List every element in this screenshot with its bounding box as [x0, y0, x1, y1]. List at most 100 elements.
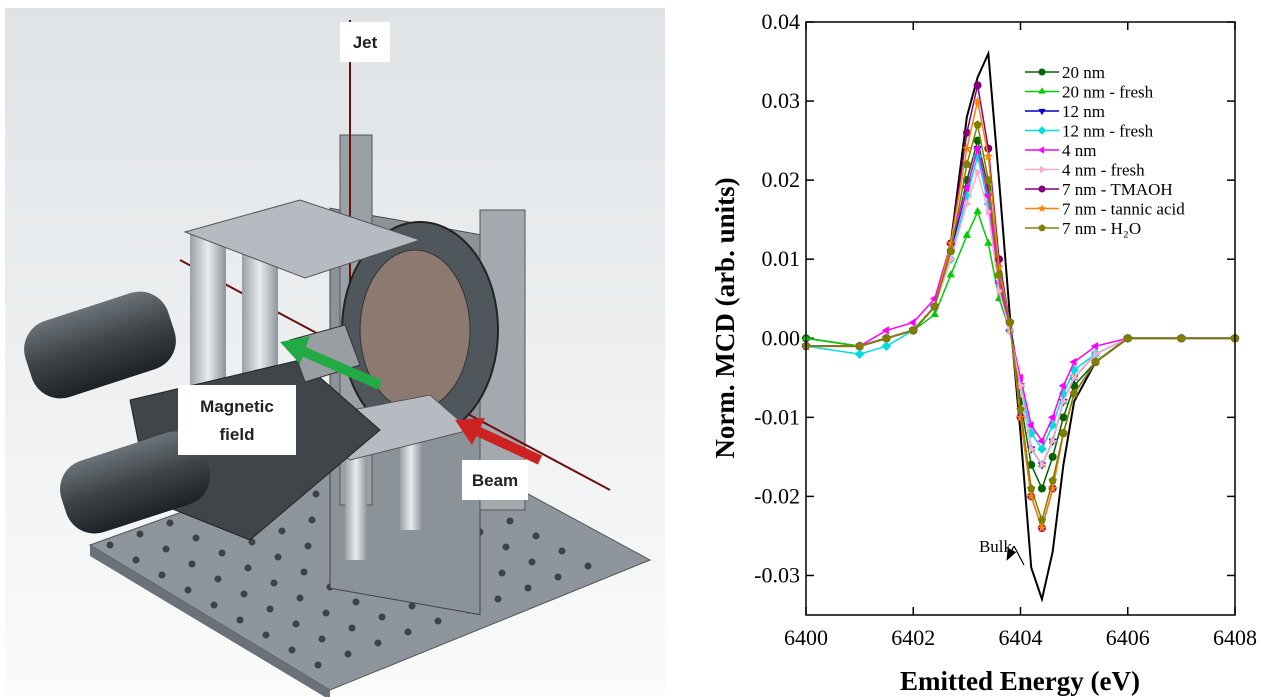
motor — [60, 431, 211, 534]
point — [1028, 444, 1037, 454]
beam-arrow — [472, 425, 543, 465]
hole — [184, 586, 192, 594]
point — [948, 255, 956, 264]
point — [1059, 413, 1068, 422]
point — [1026, 491, 1037, 501]
hole — [106, 541, 114, 549]
hole — [584, 562, 592, 570]
top-plate — [183, 199, 422, 279]
point — [1039, 460, 1047, 469]
hole — [136, 530, 144, 538]
post — [345, 450, 367, 560]
label-box — [178, 385, 296, 455]
legend-label: 12 nm — [1062, 102, 1105, 121]
y-tick-label: 0.03 — [762, 88, 801, 113]
point — [1069, 365, 1079, 375]
point — [962, 230, 972, 238]
legend-marker — [1038, 108, 1046, 116]
hole — [214, 575, 222, 583]
hole — [352, 598, 360, 606]
point — [962, 183, 970, 193]
hole — [344, 650, 352, 658]
hole — [318, 635, 326, 643]
hole — [322, 609, 330, 617]
point — [975, 168, 983, 177]
legend-marker — [1038, 185, 1046, 193]
hole — [162, 545, 170, 553]
hole — [312, 490, 320, 498]
point — [909, 325, 918, 334]
point — [1005, 318, 1014, 327]
annotation-arrow — [1006, 545, 1017, 561]
legend-label: 12 nm - fresh — [1062, 122, 1154, 141]
plot-frame — [805, 21, 1236, 616]
chart: Emitted Energy (eV) Norm. MCD (arb. unit… — [710, 9, 1257, 696]
hole — [528, 558, 536, 566]
hole — [266, 605, 274, 613]
point — [985, 207, 994, 216]
hole — [292, 620, 300, 628]
legend-marker — [1038, 87, 1046, 94]
point — [1071, 373, 1079, 382]
hole — [210, 601, 218, 609]
point — [1026, 421, 1034, 430]
hole — [236, 616, 244, 624]
point — [1047, 413, 1056, 422]
y-tick-label: 0.04 — [762, 9, 801, 34]
point — [881, 341, 892, 351]
motor — [24, 291, 176, 399]
hole — [218, 549, 226, 557]
point — [994, 261, 1004, 272]
hole — [166, 519, 174, 527]
point — [1177, 333, 1186, 342]
legend-label: 20 nm - fresh — [1062, 83, 1154, 102]
point — [855, 341, 864, 350]
point — [996, 286, 1004, 295]
point — [962, 159, 972, 168]
hole — [278, 527, 286, 535]
hole — [192, 534, 200, 542]
point — [946, 246, 955, 255]
point — [962, 191, 972, 201]
hole — [308, 516, 316, 524]
point — [1093, 349, 1101, 359]
point — [946, 270, 955, 278]
legend-marker — [1038, 68, 1046, 76]
point — [964, 199, 972, 209]
series-line — [806, 49, 1235, 603]
annotation: Bulk — [979, 537, 1013, 556]
hole — [244, 564, 252, 572]
annotation-arrow — [1013, 545, 1025, 566]
point — [1090, 342, 1098, 351]
point — [929, 294, 938, 303]
point — [930, 302, 939, 311]
legend-marker — [1039, 165, 1047, 174]
hole — [498, 569, 506, 577]
hole — [506, 517, 514, 525]
point — [962, 128, 971, 137]
point — [1037, 444, 1047, 454]
hole — [434, 617, 442, 625]
legend-label: 20 nm — [1062, 63, 1105, 82]
point — [1037, 484, 1046, 493]
label-box — [340, 22, 390, 62]
hole — [300, 568, 308, 576]
y-tick-label: 0.02 — [762, 167, 801, 192]
beam-arrowhead — [455, 418, 485, 445]
legend-marker — [1038, 224, 1046, 232]
point — [973, 120, 982, 129]
point — [972, 144, 980, 153]
series-line — [806, 85, 1235, 531]
hole — [558, 547, 566, 555]
y-tick-label: 0.01 — [762, 246, 801, 271]
point — [908, 318, 916, 327]
point — [983, 151, 994, 161]
legend-label: 4 nm — [1062, 141, 1096, 160]
legend-label: 7 nm - tannic acid — [1062, 200, 1185, 219]
base-plate-edge — [90, 545, 330, 697]
beam-label: Beam — [472, 471, 518, 490]
hole — [270, 579, 278, 587]
point — [1027, 484, 1036, 493]
y-tick-label: -0.01 — [754, 404, 800, 429]
x-axis-label: Emitted Energy (eV) — [900, 666, 1140, 696]
